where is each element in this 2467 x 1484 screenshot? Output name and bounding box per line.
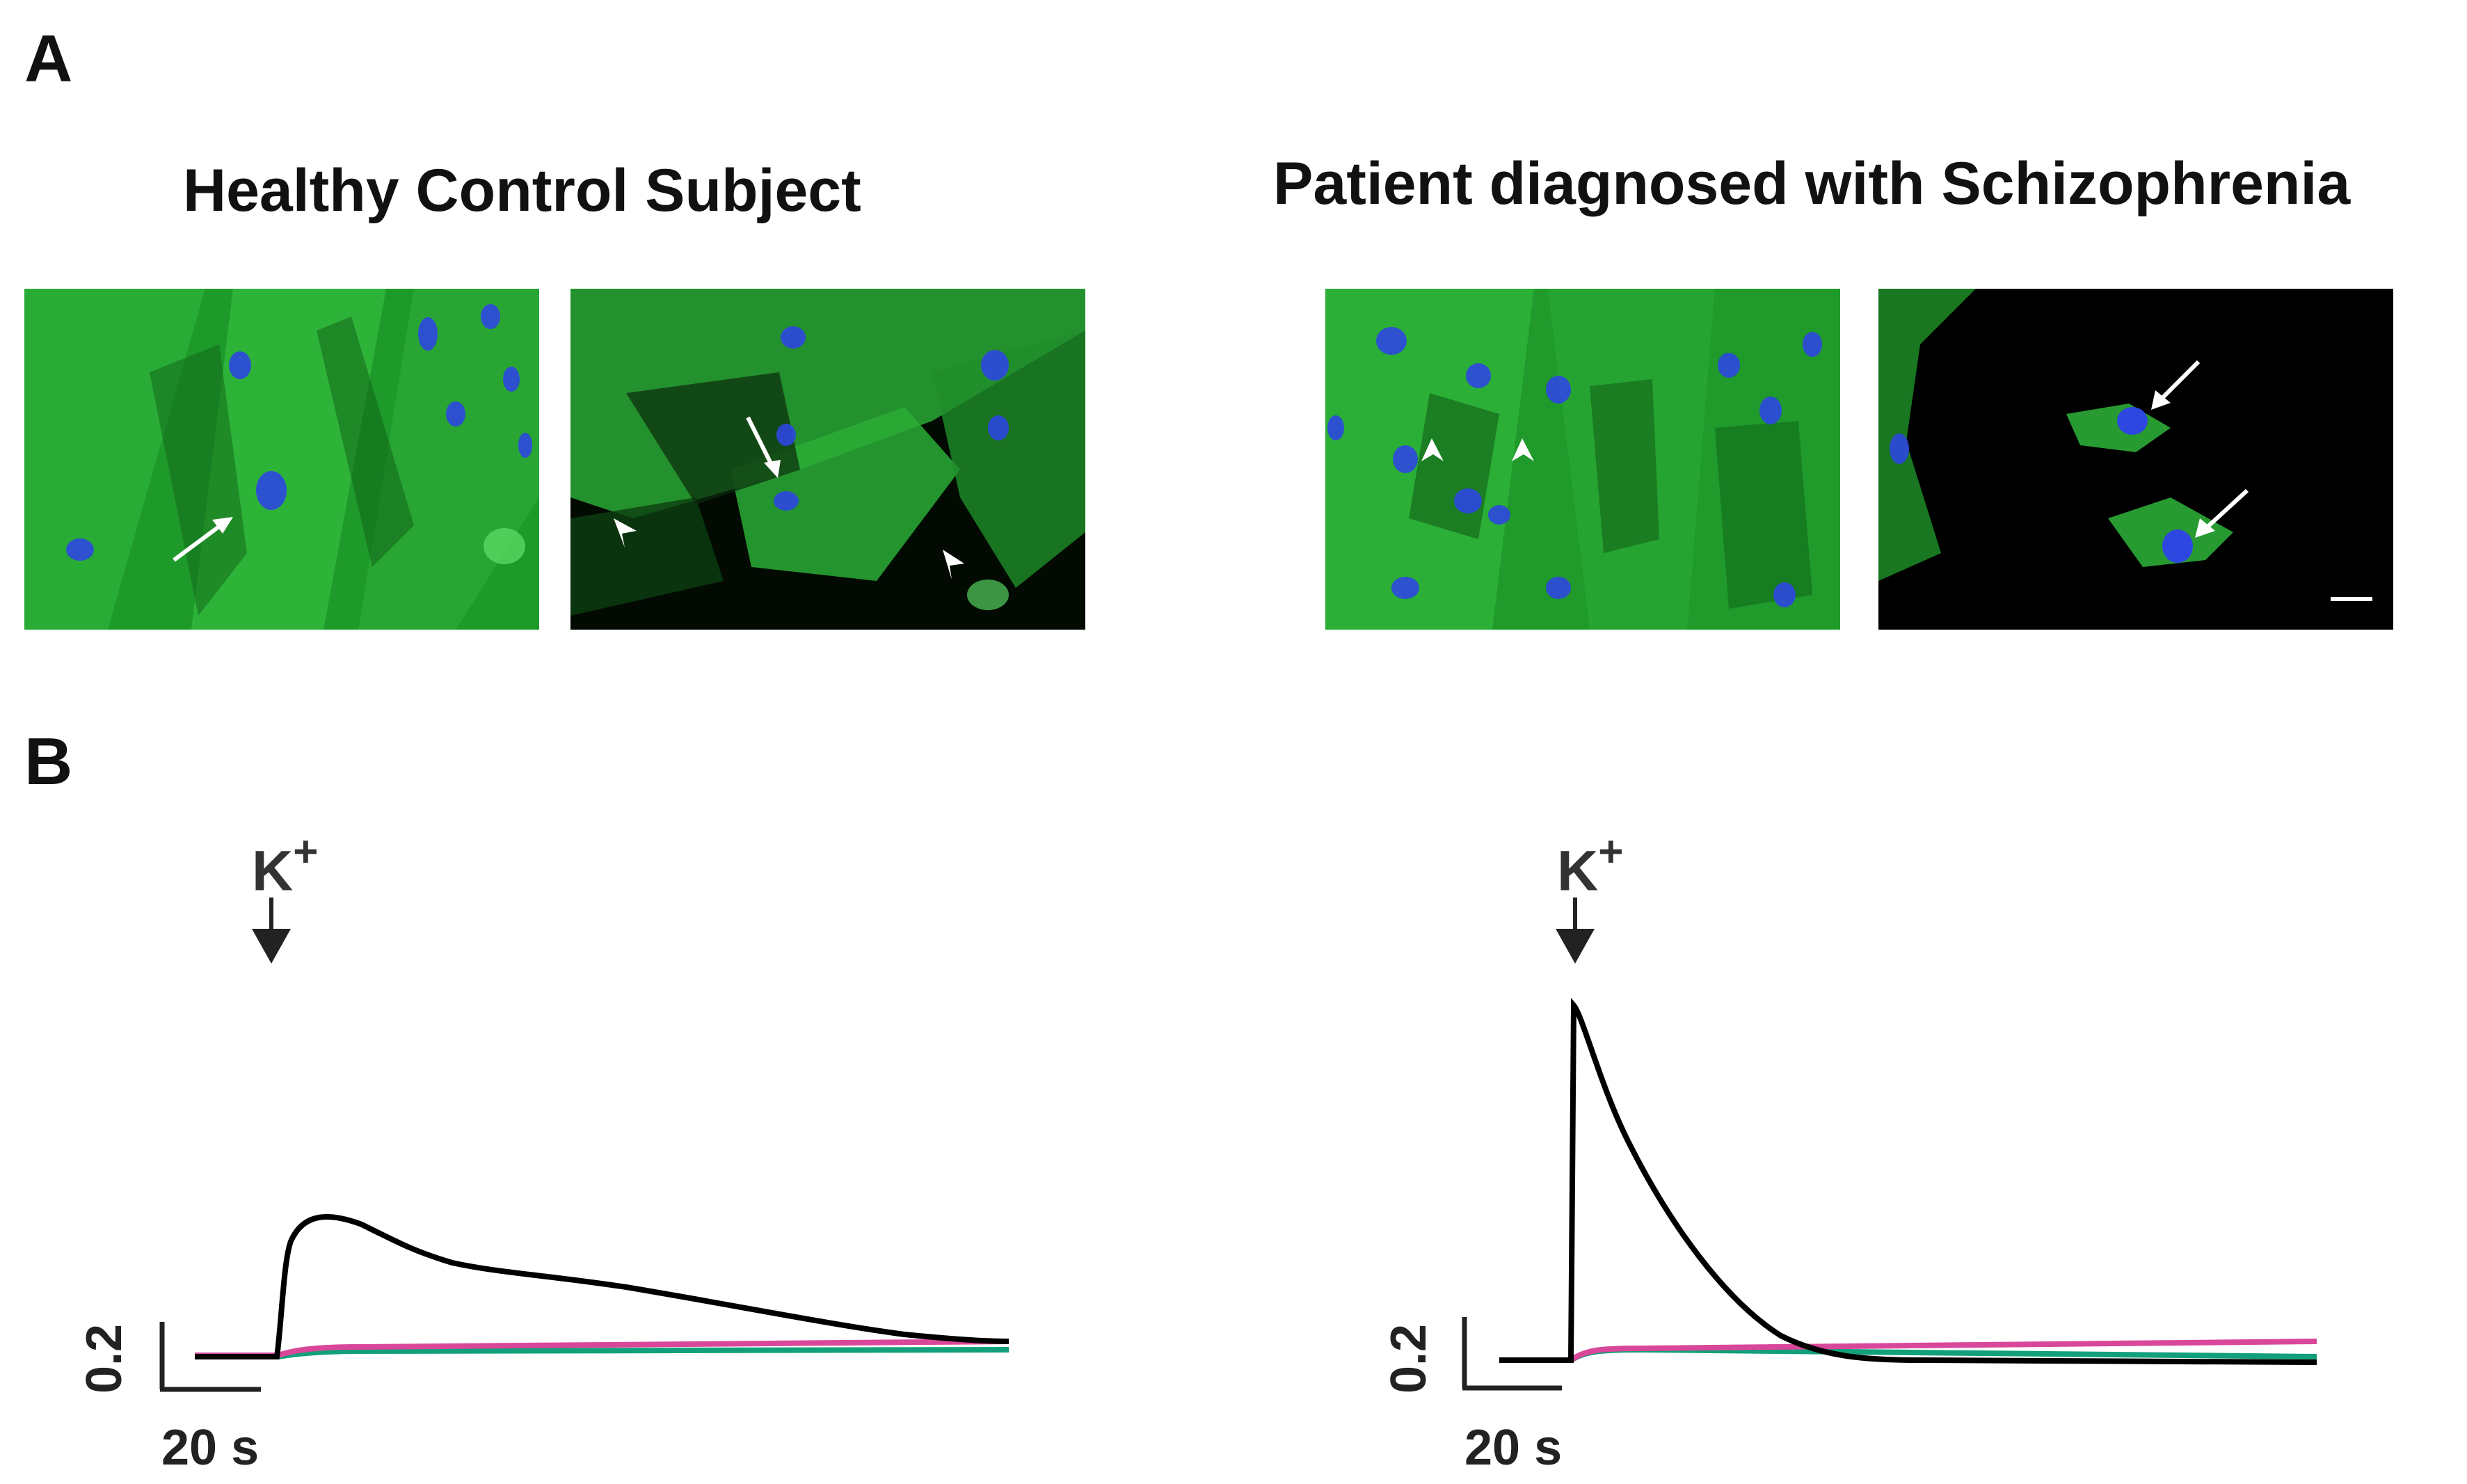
scale-bar [2331,597,2372,601]
stimulus-label-plus: + [293,828,319,876]
arrow-icon [746,416,781,478]
micrograph-control-1 [24,289,539,630]
arrow-icon [2151,360,2201,410]
scale-x-label-control: 20 s [161,1420,260,1476]
control-title: Healthy Control Subject [183,157,861,224]
scale-x-label-patient: 20 s [1464,1420,1563,1476]
micrograph-patient-2 [1878,289,2393,630]
stimulus-arrow-icon [252,897,291,964]
arrow-icon [2195,488,2249,538]
micrograph-patient-1-image [1325,289,1840,630]
arrowhead-icon [1512,438,1534,461]
scale-bar-patient [1462,1317,1562,1391]
stimulus-label-control: K+ [252,828,319,904]
trace-control-magenta [195,1339,1009,1358]
stimulus-arrow-icon [1556,897,1595,964]
arrowhead-icon [943,550,964,580]
arrow-icon [173,517,233,562]
trace-patient-black [1499,998,2317,1365]
trace-control-black [195,1213,1009,1359]
micrograph-patient-2-image [1878,289,2393,630]
micrograph-control-2-image [570,289,1085,630]
stimulus-label-k: K [1557,839,1599,903]
micrograph-control-2 [570,289,1085,630]
micrograph-patient-1 [1325,289,1840,630]
stimulus-label-patient: K+ [1557,828,1624,904]
stimulus-label-k: K [252,839,294,903]
scale-bar-control [159,1322,261,1392]
scale-y-label-patient: 0.2 [1381,1323,1437,1394]
arrowhead-icon [614,518,637,548]
panel-a-label: A [24,22,73,96]
panel-b-label: B [24,724,73,799]
arrowhead-icon [1421,438,1444,461]
scale-y-label-control: 0.2 [77,1323,133,1394]
micrograph-control-1-image [24,289,539,630]
patient-title: Patient diagnosed with Schizophrenia [1273,150,2351,217]
stimulus-label-plus: + [1598,828,1624,876]
